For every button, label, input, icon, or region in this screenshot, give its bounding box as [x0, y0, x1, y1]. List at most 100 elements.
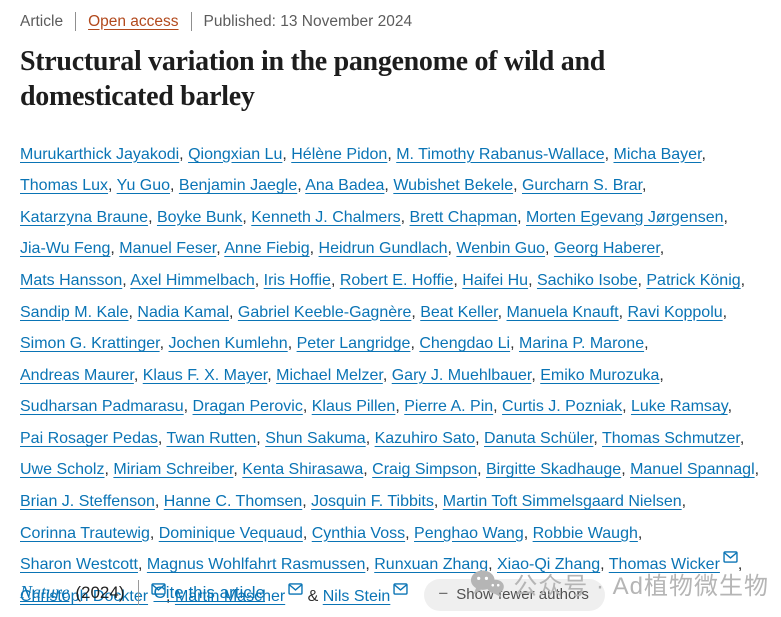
author-link[interactable]: Andreas Maurer — [20, 366, 134, 384]
author-link[interactable]: Jia-Wu Feng — [20, 240, 111, 258]
author-link[interactable]: Dragan Perovic — [192, 398, 303, 416]
author-link[interactable]: Martin Toft Simmelsgaard Nielsen — [442, 493, 682, 511]
author-link[interactable]: Hélène Pidon — [291, 145, 388, 163]
author-link[interactable]: Wubishet Bekele — [393, 177, 514, 195]
author-link[interactable]: Thomas Lux — [20, 177, 109, 195]
author-link[interactable]: Ravi Koppolu — [627, 303, 723, 321]
author-link[interactable]: Georg Haberer — [553, 240, 660, 258]
author-separator: , — [510, 335, 519, 353]
author-link[interactable]: Nils Stein — [322, 588, 391, 606]
author-link[interactable]: Morten Egevang Jørgensen — [526, 208, 724, 226]
author-link[interactable]: Qiongxian Lu — [188, 145, 283, 163]
author-link[interactable]: Manuel Feser — [119, 240, 217, 258]
author-link[interactable]: Kenneth J. Chalmers — [251, 208, 401, 226]
author-link[interactable]: Martin Mascher — [174, 588, 286, 606]
author-link[interactable]: Anne Fiebig — [224, 240, 310, 258]
author-link[interactable]: Marina P. Marone — [518, 335, 645, 353]
author-link[interactable]: Gary J. Muehlbauer — [391, 366, 532, 384]
author-separator: , — [110, 240, 120, 258]
author-link[interactable]: Micha Bayer — [613, 145, 702, 163]
author-link[interactable]: Nadia Kamal — [137, 303, 230, 321]
author-link[interactable]: Katarzyna Braune — [20, 208, 149, 226]
author-link[interactable]: Kenta Shirasawa — [242, 461, 364, 479]
author-link[interactable]: Gurcharn S. Brar — [521, 177, 643, 195]
author-link[interactable]: Manuel Spannagl — [630, 461, 755, 479]
author-link[interactable]: Pai Rosager Pedas — [20, 429, 158, 447]
author-link[interactable]: Sudharsan Padmarasu — [20, 398, 184, 416]
author-link[interactable]: Cynthia Voss — [311, 524, 406, 542]
author-link[interactable]: Corinna Trautewig — [20, 524, 150, 542]
email-envelope-icon[interactable] — [723, 551, 738, 564]
author-separator: , — [157, 429, 167, 447]
author-link[interactable]: Sharon Westcott — [20, 556, 138, 574]
author-separator: , — [365, 429, 375, 447]
author-link[interactable]: Manuela Knauft — [506, 303, 619, 321]
author-link[interactable]: Haifei Hu — [462, 271, 529, 289]
email-envelope-icon[interactable] — [151, 583, 166, 595]
author-link[interactable]: Uwe Scholz — [20, 461, 105, 479]
minus-icon: − — [438, 583, 449, 603]
author-separator: , — [410, 335, 420, 353]
author-link[interactable]: Klaus F. X. Mayer — [142, 366, 268, 384]
meta-divider — [75, 12, 77, 31]
author-link[interactable]: Danuta Schüler — [484, 429, 594, 447]
author-link[interactable]: Murukarthick Jayakodi — [20, 145, 180, 163]
author-link[interactable]: Penghao Wang — [414, 524, 524, 542]
author-link[interactable]: Beat Keller — [420, 303, 498, 321]
author-link[interactable]: Pierre A. Pin — [404, 398, 494, 416]
author-link[interactable]: Dominique Vequaud — [158, 524, 303, 542]
author-link[interactable]: Peter Langridge — [296, 335, 411, 353]
email-envelope-icon[interactable] — [393, 583, 408, 595]
cite-article-link[interactable]: Cite this article — [153, 582, 265, 602]
author-link[interactable]: Wenbin Guo — [456, 240, 546, 258]
author-link[interactable]: Magnus Wohlfahrt Rasmussen — [146, 556, 366, 574]
author-link[interactable]: Mats Hansson — [20, 271, 123, 289]
author-link[interactable]: Twan Rutten — [166, 429, 257, 447]
author-link[interactable]: Runxuan Zhang — [374, 556, 489, 574]
author-link[interactable]: Sachiko Isobe — [536, 271, 638, 289]
author-separator: , — [183, 398, 193, 416]
author-link[interactable]: Axel Himmelbach — [130, 271, 255, 289]
author-link[interactable]: Jochen Kumlehn — [168, 335, 288, 353]
author-link[interactable]: Simon G. Krattinger — [20, 335, 160, 353]
author-link[interactable]: Iris Hoffie — [263, 271, 331, 289]
author-link[interactable]: Gabriel Keeble-Gagnère — [237, 303, 412, 321]
author-link[interactable]: Christoph Dockter — [20, 588, 149, 606]
author-separator: , — [166, 588, 175, 606]
author-link[interactable]: Xiao-Qi Zhang — [496, 556, 601, 574]
author-link[interactable]: Birgitte Skadhauge — [485, 461, 622, 479]
author-link[interactable]: Chengdao Li — [419, 335, 511, 353]
author-link[interactable]: Thomas Wicker — [608, 556, 720, 574]
author-separator: , — [723, 208, 728, 226]
author-link[interactable]: Miriam Schreiber — [113, 461, 234, 479]
footer-divider — [138, 580, 140, 605]
author-separator: , — [387, 145, 397, 163]
author-link[interactable]: Robbie Waugh — [532, 524, 638, 542]
author-link[interactable]: Robert E. Hoffie — [339, 271, 454, 289]
author-link[interactable]: M. Timothy Rabanus-Wallace — [396, 145, 605, 163]
email-envelope-icon[interactable] — [288, 583, 303, 595]
author-link[interactable]: Thomas Schmutzer — [602, 429, 740, 447]
author-link[interactable]: Michael Melzer — [276, 366, 383, 384]
author-link[interactable]: Klaus Pillen — [311, 398, 396, 416]
author-link[interactable]: Brian J. Steffenson — [20, 493, 155, 511]
author-link[interactable]: Curtis J. Pozniak — [502, 398, 623, 416]
journal-link[interactable]: Nature — [20, 582, 70, 602]
author-link[interactable]: Heidrun Gundlach — [318, 240, 448, 258]
author-link[interactable]: Brett Chapman — [409, 208, 518, 226]
author-link[interactable]: Boyke Bunk — [156, 208, 243, 226]
author-link[interactable]: Yu Guo — [116, 177, 171, 195]
author-link[interactable]: Sandip M. Kale — [20, 303, 129, 321]
author-link[interactable]: Hanne C. Thomsen — [163, 493, 303, 511]
author-link[interactable]: Benjamin Jaegle — [178, 177, 298, 195]
author-link[interactable]: Luke Ramsay — [630, 398, 728, 416]
watermark: 公众号 · Ad植物微生物 — [470, 566, 769, 601]
author-link[interactable]: Shun Sakuma — [265, 429, 366, 447]
author-link[interactable]: Patrick König — [646, 271, 741, 289]
author-link[interactable]: Craig Simpson — [372, 461, 478, 479]
author-link[interactable]: Josquin F. Tibbits — [311, 493, 434, 511]
author-link[interactable]: Emiko Murozuka — [540, 366, 660, 384]
open-access-link[interactable]: Open access — [88, 12, 179, 30]
author-link[interactable]: Kazuhiro Sato — [374, 429, 476, 447]
author-link[interactable]: Ana Badea — [305, 177, 385, 195]
